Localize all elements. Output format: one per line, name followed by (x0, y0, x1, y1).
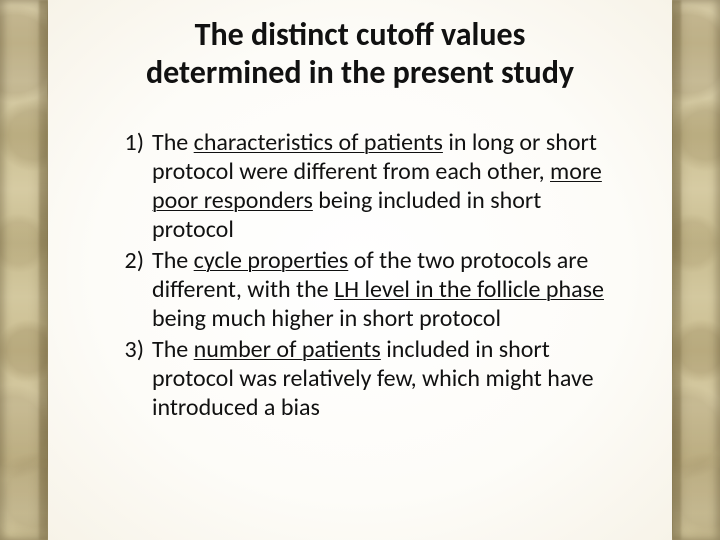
text-run: The (152, 246, 194, 275)
slide: The distinct cutoff values determined in… (0, 0, 720, 540)
title-line-2: determined in the present study (128, 54, 592, 92)
slide-panel: The distinct cutoff values determined in… (48, 0, 672, 540)
parchment-strip-left (0, 0, 48, 540)
slide-title: The distinct cutoff values determined in… (128, 16, 592, 92)
underlined-text: LH level in the follicle phase (334, 275, 604, 304)
text-run: The (152, 335, 194, 364)
underlined-text: cycle properties (194, 246, 349, 275)
underlined-text: number of patients (194, 335, 381, 364)
slide-body: The characteristics of patients in long … (108, 128, 606, 424)
parchment-strip-right (672, 0, 720, 540)
list-item: The number of patients included in short… (108, 335, 606, 422)
title-line-1: The distinct cutoff values (128, 16, 592, 54)
text-run: The (152, 128, 194, 157)
list-item: The characteristics of patients in long … (108, 128, 606, 244)
list-item: The cycle properties of the two protocol… (108, 246, 606, 333)
numbered-list: The characteristics of patients in long … (108, 128, 606, 422)
underlined-text: characteristics of patients (194, 128, 443, 157)
text-run: being much higher in short protocol (152, 304, 501, 333)
